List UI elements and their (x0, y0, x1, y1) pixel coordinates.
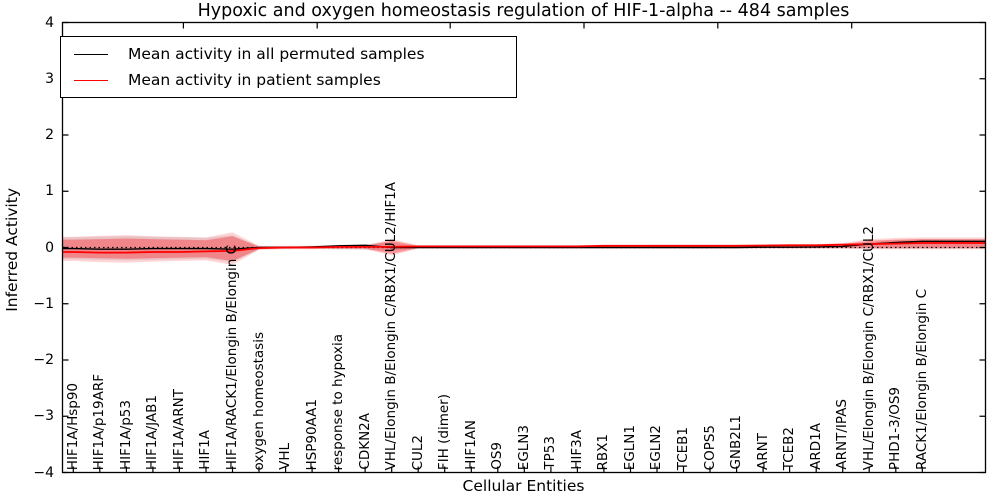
x-tick-label: HIF1A/JAB1 (144, 394, 161, 470)
x-tick-label: CDKN2A (356, 413, 373, 470)
y-tick-label: 4 (45, 14, 54, 31)
x-tick-label: RACK1/Elongin B/Elongin C (913, 288, 930, 470)
x-tick-label: response to hypoxia (330, 333, 347, 470)
y-tick-label: −2 (33, 352, 54, 368)
x-tick-label: ARD1A (807, 423, 824, 470)
x-tick-label: RBX1 (595, 433, 612, 470)
y-tick-label: −4 (33, 464, 54, 481)
x-tick-label: TP53 (542, 436, 559, 470)
patient-band-outer (62, 232, 986, 265)
x-tick-label: HIF1AN (462, 420, 479, 470)
x-tick-label: HIF1A/RACK1/Elongin B/Elongin C (223, 244, 240, 470)
y-tick-label: 1 (45, 183, 54, 200)
x-tick-label: HIF1A/p19ARF (91, 373, 108, 470)
x-tick-label: PHD1-3/OS9 (887, 386, 904, 470)
x-tick-label: VHL/Elongin B/Elongin C/RBX1/CUL2/HIF1A (383, 181, 400, 470)
legend-label-patient: Mean activity in patient samples (128, 71, 381, 89)
x-tick-label: EGLN1 (621, 424, 638, 470)
x-tick-label: GNB2L1 (728, 415, 745, 470)
x-tick-label: CUL2 (409, 434, 426, 470)
x-tick-label: EGLN3 (515, 424, 532, 470)
permuted-line-sample (74, 53, 108, 55)
x-tick-label: HIF1A/Hsp90 (64, 382, 81, 470)
patient-line-sample (74, 79, 108, 81)
legend: Mean activity in all permuted samples Me… (60, 36, 517, 98)
y-tick-label: 0 (45, 239, 54, 256)
y-tick-label: 2 (45, 127, 54, 143)
x-tick-label: TCEB2 (781, 426, 798, 470)
x-tick-label: ARNT (754, 433, 771, 470)
axis-ticks (62, 21, 986, 474)
x-tick-label: OS9 (489, 442, 506, 470)
y-tick-label: −1 (33, 295, 54, 312)
x-tick-label: VHL/Elongin B/Elongin C/RBX1/CUL2 (860, 225, 877, 470)
legend-item-patient: Mean activity in patient samples (74, 71, 516, 89)
x-tick-label: HSP90AA1 (303, 398, 320, 470)
x-tick-label: FIH (dimer) (436, 393, 453, 470)
patient-mean-line (62, 242, 986, 254)
x-axis-label: Cellular Entities (462, 477, 585, 495)
legend-item-permuted: Mean activity in all permuted samples (74, 45, 516, 63)
x-tick-label: COPS5 (701, 424, 718, 470)
legend-label-permuted: Mean activity in all permuted samples (128, 45, 425, 63)
x-tick-label: EGLN2 (648, 424, 665, 470)
permuted-mean-line (62, 240, 986, 250)
x-tick-label: HIF1A (197, 430, 214, 470)
x-tick-label: ARNT/IPAS (834, 399, 851, 470)
y-tick-label: 3 (45, 70, 54, 87)
chart-title: Hypoxic and oxygen homeostasis regulatio… (197, 1, 850, 21)
x-tick-label: HIF1A/ARNT (170, 388, 187, 470)
x-tick-label: HIF1A/p53 (117, 399, 134, 470)
x-tick-label: VHL (277, 443, 294, 470)
x-tick-label: oxygen homeostasis (250, 331, 267, 471)
y-tick-label: −3 (33, 408, 54, 425)
x-tick-label: TCEB1 (675, 426, 692, 470)
x-tick-label: HIF3A (568, 430, 585, 470)
